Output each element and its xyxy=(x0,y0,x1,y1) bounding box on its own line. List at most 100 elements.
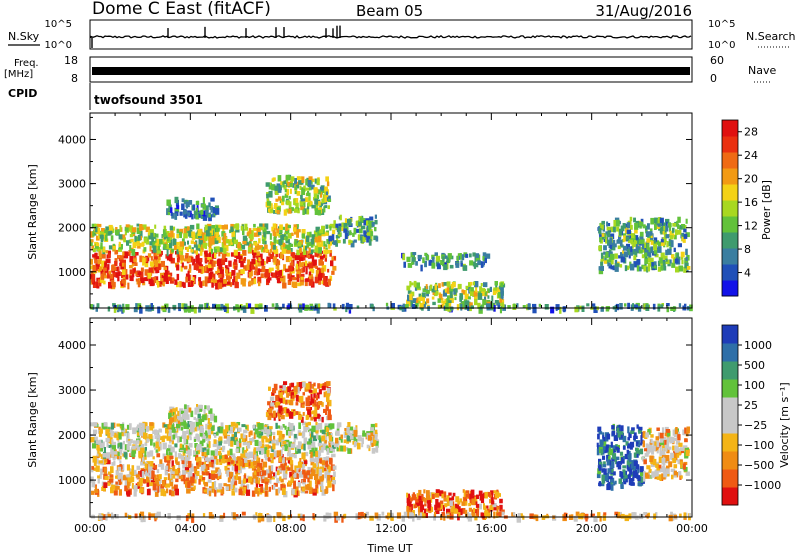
velocity-cell xyxy=(131,445,136,450)
power-cell xyxy=(422,288,427,292)
velocity-cell xyxy=(658,464,662,469)
velocity-cell xyxy=(156,479,159,485)
power-cell xyxy=(406,285,411,291)
power-cell xyxy=(134,252,139,256)
power-cell xyxy=(307,242,312,247)
velocity-cell xyxy=(297,481,301,488)
velocity-cell xyxy=(337,422,342,428)
power-cell xyxy=(151,269,155,274)
velocity-cell xyxy=(685,432,689,437)
power-cell xyxy=(242,229,245,236)
power-cell xyxy=(187,270,190,277)
velocity-cell xyxy=(490,490,494,496)
velocity-cell xyxy=(197,436,201,442)
velocity-cell xyxy=(259,463,263,468)
power-cell xyxy=(211,273,216,280)
velocity-cell xyxy=(197,448,200,455)
velocity-cell xyxy=(340,439,343,443)
power-cell xyxy=(95,306,98,312)
power-cell xyxy=(281,199,285,206)
power-cell xyxy=(339,214,342,221)
power-cell xyxy=(213,227,218,235)
velocity-cell xyxy=(605,473,610,478)
power-cell xyxy=(309,231,312,238)
power-cell xyxy=(97,266,102,271)
power-cell xyxy=(527,303,531,310)
power-cell xyxy=(96,303,100,308)
velocity-cell xyxy=(332,484,335,492)
power-cell xyxy=(155,233,159,238)
velocity-cell xyxy=(134,485,138,492)
velocity-cell xyxy=(256,428,262,434)
velocity-cell xyxy=(140,447,145,454)
velocity-cell xyxy=(406,493,410,501)
velocity-cell xyxy=(325,391,330,397)
velocity-cell xyxy=(494,492,500,497)
velocity-cell xyxy=(605,444,609,448)
power-cell xyxy=(124,228,127,236)
velocity-cell xyxy=(218,426,224,434)
power-cell xyxy=(183,303,188,308)
velocity-cell xyxy=(91,490,95,495)
velocity-cell xyxy=(608,476,613,480)
velocity-cell xyxy=(670,511,673,518)
power-cell xyxy=(319,252,322,256)
velocity-cell xyxy=(412,515,415,522)
velocity-cell xyxy=(127,481,130,489)
power-cell xyxy=(417,254,422,260)
velocity-cell xyxy=(136,426,140,431)
velocity-cell xyxy=(298,432,303,436)
velocity-cell xyxy=(248,451,253,459)
power-colorbar-tick-label: 12 xyxy=(744,220,758,233)
power-cell xyxy=(487,295,490,299)
velocity-cell xyxy=(277,487,281,494)
velocity-cell xyxy=(196,426,200,431)
power-cell xyxy=(172,239,177,246)
power-cell xyxy=(220,279,224,283)
power-cell xyxy=(212,207,216,214)
velocity-cell xyxy=(238,438,242,443)
velocity-cell xyxy=(493,505,498,511)
power-cell xyxy=(323,254,328,259)
velocity-cell xyxy=(246,459,251,465)
velocity-cell xyxy=(113,432,117,438)
velocity-cell xyxy=(131,451,136,458)
power-cell xyxy=(477,293,483,300)
velocity-cell xyxy=(245,452,249,457)
power-cell xyxy=(429,284,433,291)
velocity-cell xyxy=(254,428,259,435)
power-cell xyxy=(660,265,664,271)
power-cell xyxy=(301,268,304,273)
velocity-cell xyxy=(127,476,132,482)
power-cell xyxy=(437,298,441,303)
power-cell xyxy=(460,260,463,264)
station-title: Dome C East (fitACF) xyxy=(92,0,271,19)
power-cell xyxy=(281,275,286,279)
velocity-cell xyxy=(90,476,94,483)
velocity-cell xyxy=(146,482,150,487)
power-cell xyxy=(124,226,129,232)
velocity-cell xyxy=(182,418,186,422)
power-cell xyxy=(262,228,267,234)
power-cell xyxy=(363,233,367,240)
power-cell xyxy=(635,235,639,240)
velocity-cell xyxy=(207,437,210,445)
power-cell xyxy=(90,273,93,280)
velocity-cell xyxy=(141,425,145,431)
power-frame xyxy=(89,112,693,309)
power-cell xyxy=(248,228,252,234)
velocity-cell xyxy=(326,426,329,433)
velocity-cell xyxy=(121,424,124,431)
velocity-cell xyxy=(273,454,276,460)
velocity-cell xyxy=(213,454,218,460)
power-cell xyxy=(266,275,270,282)
freq-trace xyxy=(92,67,690,75)
power-cell xyxy=(369,231,374,237)
velocity-cell xyxy=(260,423,264,430)
velocity-cell xyxy=(208,408,213,415)
power-cell xyxy=(494,281,498,286)
power-cell xyxy=(611,239,616,246)
velocity-cell xyxy=(254,470,257,475)
power-cell xyxy=(275,223,278,231)
velocity-cell xyxy=(91,514,95,518)
